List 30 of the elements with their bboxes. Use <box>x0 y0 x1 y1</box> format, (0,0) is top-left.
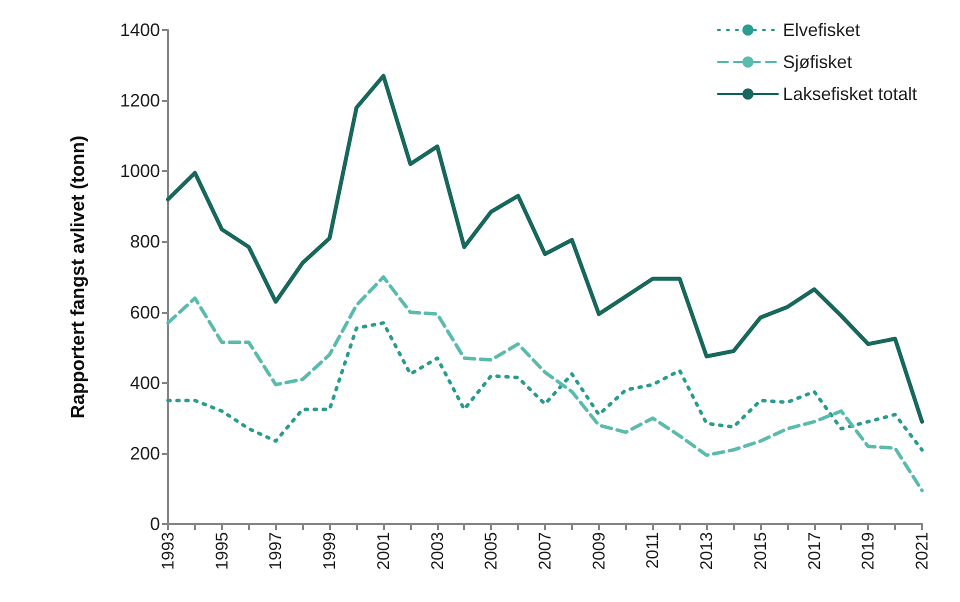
x-tick-label: 2005 <box>482 532 501 570</box>
line-series <box>166 321 924 452</box>
legend-label: Sjøfisket <box>782 52 852 72</box>
y-tick-label: 0 <box>150 514 160 534</box>
x-tick-label: 1999 <box>320 532 340 570</box>
x-tick-label: 2013 <box>697 532 716 570</box>
x-tick-label: 2001 <box>374 532 393 570</box>
y-tick-label: 400 <box>130 372 160 393</box>
x-tick-label: 2021 <box>912 532 932 570</box>
y-tick-label: 600 <box>130 302 160 322</box>
x-tick-label: 1995 <box>212 532 232 570</box>
y-tick-label: 1200 <box>120 90 160 111</box>
y-tick-label: 200 <box>130 443 160 464</box>
y-axis-title: Rapportert fangst avlivet (tonn) <box>68 136 89 418</box>
y-tick-label: 1000 <box>120 161 160 182</box>
line-series <box>166 275 924 492</box>
x-tick-label: 1997 <box>266 532 286 570</box>
x-tick-label: 2007 <box>536 532 554 570</box>
x-tick-label: 2015 <box>750 532 770 570</box>
x-tick-label: 2009 <box>589 532 608 570</box>
x-tick-label: 2003 <box>428 532 447 570</box>
x-tick-label: 2019 <box>858 532 878 570</box>
x-tick-label: 2011 <box>643 532 662 569</box>
legend-label: Laksefisket totalt <box>782 84 918 104</box>
legend-label: Elvefisket <box>782 20 860 40</box>
x-tick-label: 1993 <box>158 532 178 570</box>
line-series <box>166 74 924 424</box>
x-tick-label: 2017 <box>804 532 824 570</box>
y-tick-label: 1400 <box>120 20 160 40</box>
y-tick-label: 800 <box>130 232 160 252</box>
